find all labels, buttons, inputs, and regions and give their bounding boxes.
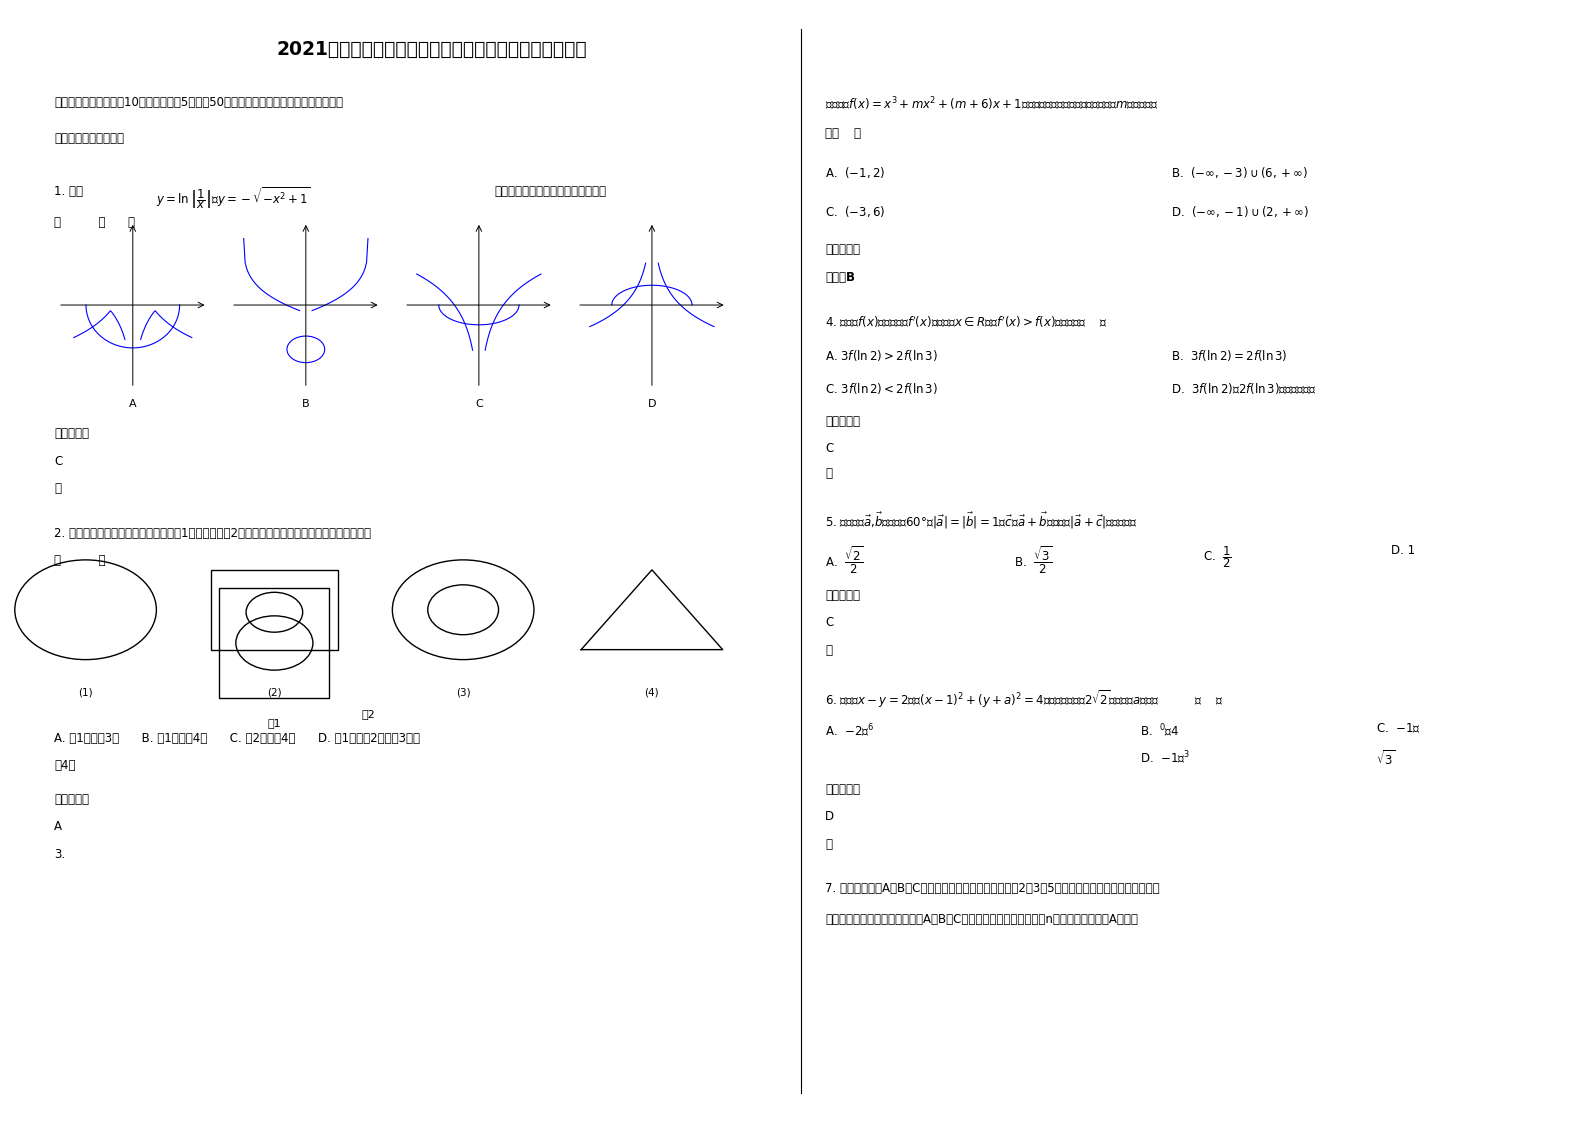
Text: 5. 已知向量$\vec{a}$,$\vec{b}$的夹角为$60°$，$|\vec{a}|=|\vec{b}|=1$，$\vec{c}$与$\vec{a}+\: 5. 已知向量$\vec{a}$,$\vec{b}$的夹角为$60°$，$|\v…	[825, 512, 1138, 531]
Text: D.  $(-\infty, -1)\cup(2, +\infty)$: D. $(-\infty, -1)\cup(2, +\infty)$	[1171, 204, 1309, 219]
Text: 图2: 图2	[362, 709, 376, 719]
Text: 是一个符合题目要求的: 是一个符合题目要求的	[54, 132, 124, 145]
Text: (2): (2)	[267, 688, 281, 698]
Text: 参考答案：: 参考答案：	[54, 426, 89, 440]
Text: 为          （      ）: 为 （ ）	[54, 217, 135, 229]
Text: 2. 某几何体的正视图和侧视图均为如图1所示，则在图2的四个图中可以作为该几何体的俯视图的是: 2. 某几何体的正视图和侧视图均为如图1所示，则在图2的四个图中可以作为该几何体…	[54, 526, 371, 540]
Text: A. $3f(\ln 2)>2f(\ln 3)$: A. $3f(\ln 2)>2f(\ln 3)$	[825, 348, 938, 364]
Text: C: C	[825, 442, 833, 456]
Text: D.  $-1$或$^3$: D. $-1$或$^3$	[1139, 749, 1190, 766]
Text: D: D	[647, 399, 655, 410]
Text: B.  $3f(\ln 2)=2f(\ln 3)$: B. $3f(\ln 2)=2f(\ln 3)$	[1171, 348, 1287, 364]
Text: C: C	[475, 399, 482, 410]
Text: A.  $-2$或$^6$: A. $-2$或$^6$	[825, 721, 874, 738]
Bar	[219, 588, 330, 698]
Text: 参考答案：: 参考答案：	[825, 415, 860, 427]
Text: C: C	[825, 616, 833, 629]
Text: 参考答案：: 参考答案：	[825, 589, 860, 601]
Text: 6. 若直线$x-y=2$被圆$(x-1)^2+(y+a)^2=4$所截得的弦长为$2\sqrt{2}$，则实数$a$的值为          （    ）: 6. 若直线$x-y=2$被圆$(x-1)^2+(y+a)^2=4$所截得的弦长…	[825, 689, 1224, 710]
Text: A: A	[54, 820, 62, 834]
Text: D: D	[825, 810, 835, 824]
Text: 分层抽样的方法从该工厂生产的A、B、C三种产品中抽出样本容量为n的样本，若样本中A型产品: 分层抽样的方法从该工厂生产的A、B、C三种产品中抽出样本容量为n的样本，若样本中…	[825, 913, 1138, 927]
Text: B.  $^0$或$4$: B. $^0$或$4$	[1139, 721, 1179, 738]
Text: D.  $3f(\ln 2)$与$2f(\ln 3)$的大小不确定: D. $3f(\ln 2)$与$2f(\ln 3)$的大小不确定	[1171, 381, 1316, 396]
Text: C. $3f(\ln 2)<2f(\ln 3)$: C. $3f(\ln 2)<2f(\ln 3)$	[825, 381, 938, 396]
Text: A.  $\dfrac{\sqrt{2}}{2}$: A. $\dfrac{\sqrt{2}}{2}$	[825, 544, 863, 576]
Text: 图1: 图1	[268, 718, 281, 728]
Text: A. （1），（3）      B. （1），（4）      C. （2），（4）      D. （1），（2），（3），: A. （1），（3） B. （1），（4） C. （2），（4） D. （1），…	[54, 732, 421, 745]
Text: $\sqrt{3}$: $\sqrt{3}$	[1376, 749, 1395, 769]
Text: 一、选择题：本大题共10小题，每小题5分，共50分。在每小题给出的四个选项中，只有: 一、选择题：本大题共10小题，每小题5分，共50分。在每小题给出的四个选项中，只…	[54, 95, 343, 109]
Text: 略: 略	[825, 644, 832, 657]
Text: 3.: 3.	[54, 848, 65, 861]
Text: B.  $\dfrac{\sqrt{3}}{2}$: B. $\dfrac{\sqrt{3}}{2}$	[1014, 544, 1052, 576]
Text: C: C	[54, 454, 62, 468]
Text: (4): (4)	[644, 688, 659, 698]
Text: （4）: （4）	[54, 760, 76, 772]
Text: 2021年湖南省娄底市第八中学高三数学理联考试卷含解析: 2021年湖南省娄底市第八中学高三数学理联考试卷含解析	[276, 40, 587, 59]
Text: 参考答案：: 参考答案：	[825, 783, 860, 795]
Text: 略: 略	[54, 482, 62, 495]
Text: 略: 略	[825, 838, 832, 850]
Text: (1): (1)	[78, 688, 94, 698]
Text: C.  $(-3, 6)$: C. $(-3, 6)$	[825, 204, 886, 219]
Text: A.  $(-1, 2)$: A. $(-1, 2)$	[825, 165, 886, 181]
Text: D. 1: D. 1	[1392, 544, 1416, 558]
Bar	[211, 570, 338, 650]
Text: 已知函数$f(x)=x^3+mx^2+(m+6)x+1$既存在极大值又存在最小值，则实数$m$的取值范围: 已知函数$f(x)=x^3+mx^2+(m+6)x+1$既存在极大值又存在最小值…	[825, 95, 1159, 113]
Text: 在同一平面直角坐标系内的大致图象: 在同一平面直角坐标系内的大致图象	[495, 185, 606, 199]
Text: B.  $(-\infty, -3)\cup(6, +\infty)$: B. $(-\infty, -3)\cup(6, +\infty)$	[1171, 165, 1308, 181]
Text: 答案：B: 答案：B	[825, 270, 855, 284]
Text: C.  $\dfrac{1}{2}$: C. $\dfrac{1}{2}$	[1203, 544, 1232, 570]
Text: 1. 函数: 1. 函数	[54, 185, 83, 199]
Text: $y = \ln\left|\dfrac{1}{x}\right|$与$y = -\sqrt{-x^2+1}$: $y = \ln\left|\dfrac{1}{x}\right|$与$y = …	[157, 185, 311, 211]
Text: 参考答案：: 参考答案：	[825, 243, 860, 256]
Text: A: A	[129, 399, 136, 410]
Text: 参考答案：: 参考答案：	[54, 792, 89, 806]
Text: 是（    ）: 是（ ）	[825, 127, 862, 139]
Text: C.  $-1$或: C. $-1$或	[1376, 721, 1420, 735]
Text: 7. 某工厂生产的A、B、C三种不同型号的产品数量之比为2：3：5，为研究这三种产品的质量，现用: 7. 某工厂生产的A、B、C三种不同型号的产品数量之比为2：3：5，为研究这三种…	[825, 882, 1160, 895]
Text: 4. 设函数$f(x)$的导函数为$f'(x)$，对任意$x\in R$都有$f'(x)>f(x)$成立，则（    ）: 4. 设函数$f(x)$的导函数为$f'(x)$，对任意$x\in R$都有$f…	[825, 315, 1108, 331]
Text: B: B	[302, 399, 309, 410]
Text: 略: 略	[825, 467, 832, 480]
Text: (3): (3)	[455, 688, 470, 698]
Text: （          ）: （ ）	[54, 554, 106, 568]
